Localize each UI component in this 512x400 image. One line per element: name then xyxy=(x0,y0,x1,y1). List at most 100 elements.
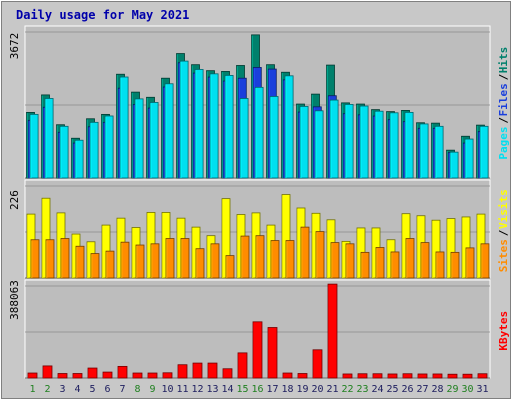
bar-kbytes-day-24-body xyxy=(372,373,383,379)
bar-pages-day-6-body xyxy=(104,115,114,179)
bar-kbytes-day-10-body xyxy=(162,372,173,379)
bar-sites-day-28 xyxy=(435,251,445,279)
bar-pages-day-3-body xyxy=(59,125,69,179)
bar-pages-day-22 xyxy=(344,104,354,179)
bar-pages-day-4-body xyxy=(74,139,84,179)
bar-pages-day-21-body xyxy=(329,99,339,179)
x-tick-label-day-10: 10 xyxy=(161,384,173,395)
x-tick-label-day-31: 31 xyxy=(476,384,488,395)
x-tick-label-day-17: 17 xyxy=(266,384,278,395)
bar-sites-day-3-body xyxy=(60,238,70,279)
bar-sites-day-27 xyxy=(420,242,430,279)
bar-sites-day-21 xyxy=(330,242,340,279)
bar-kbytes-day-1-body xyxy=(27,372,38,379)
bar-sites-day-26-body xyxy=(405,238,415,279)
bar-pages-day-23 xyxy=(359,105,369,179)
bar-pages-day-30-body xyxy=(464,138,474,179)
bar-pages-day-14 xyxy=(224,75,234,179)
bar-kbytes-day-1 xyxy=(27,372,38,379)
bar-sites-day-20-body xyxy=(315,231,325,279)
bar-pages-day-28-body xyxy=(434,125,444,179)
bar-kbytes-day-25-body xyxy=(387,373,398,379)
bar-sites-day-16 xyxy=(255,235,265,279)
bar-kbytes-day-13-body xyxy=(207,362,218,379)
bar-kbytes-day-16 xyxy=(252,321,263,379)
x-tick-label-day-26: 26 xyxy=(401,384,413,395)
bar-pages-day-21 xyxy=(329,99,339,179)
bar-kbytes-day-2-body xyxy=(42,365,53,379)
bar-pages-day-16 xyxy=(254,86,264,179)
x-tick-label-day-27: 27 xyxy=(416,384,428,395)
bar-pages-day-7-body xyxy=(119,76,129,179)
bar-sites-day-23-body xyxy=(360,251,370,279)
panel-1 xyxy=(24,179,491,279)
legend-item: Visits xyxy=(497,189,510,229)
bar-pages-day-28 xyxy=(434,125,444,179)
bar-sites-day-21-body xyxy=(330,242,340,279)
bar-pages-day-10 xyxy=(164,83,174,179)
bar-pages-day-31-body xyxy=(479,125,489,179)
bar-sites-day-17 xyxy=(270,240,280,279)
bar-pages-day-29-body xyxy=(449,151,459,179)
bar-kbytes-day-3-body xyxy=(57,373,68,379)
x-tick-label-day-18: 18 xyxy=(281,384,293,395)
bar-kbytes-day-17 xyxy=(267,327,278,379)
x-tick-label-day-1: 1 xyxy=(29,384,35,395)
bar-pages-day-27-body xyxy=(419,123,429,179)
bar-sites-day-22-body xyxy=(345,243,355,279)
bar-sites-day-28-body xyxy=(435,251,445,279)
panel-0-ymax-label: 3672 xyxy=(8,33,21,60)
bar-sites-day-14 xyxy=(225,255,235,279)
x-tick-label-day-19: 19 xyxy=(296,384,308,395)
bar-pages-day-12-body xyxy=(194,69,204,179)
bar-sites-day-9-body xyxy=(150,243,160,279)
bar-kbytes-day-12-body xyxy=(192,362,203,379)
bar-kbytes-day-10 xyxy=(162,372,173,379)
bar-kbytes-day-28 xyxy=(432,373,443,379)
legend-item: Files xyxy=(497,83,510,116)
bar-pages-day-25-body xyxy=(389,112,399,179)
bar-pages-day-11-body xyxy=(179,60,189,179)
x-tick-label-day-20: 20 xyxy=(311,384,323,395)
x-tick-label-day-4: 4 xyxy=(74,384,80,395)
bar-sites-day-5 xyxy=(90,253,100,279)
bar-kbytes-day-25 xyxy=(387,373,398,379)
bar-pages-day-17-body xyxy=(269,96,279,179)
bar-sites-day-12 xyxy=(195,248,205,279)
bar-pages-day-20 xyxy=(314,110,324,179)
bar-sites-day-10-body xyxy=(165,238,175,279)
bar-sites-day-15-body xyxy=(240,235,250,279)
bar-pages-day-20-body xyxy=(314,110,324,179)
bar-pages-day-26 xyxy=(404,111,414,179)
bar-kbytes-day-28-body xyxy=(432,373,443,379)
bar-sites-day-30-body xyxy=(465,247,475,279)
bar-sites-day-11 xyxy=(180,238,190,279)
bar-kbytes-day-3 xyxy=(57,373,68,379)
bar-sites-day-3 xyxy=(60,238,70,279)
bar-kbytes-day-9 xyxy=(147,372,158,379)
bar-sites-day-30 xyxy=(465,247,475,279)
x-tick-label-day-22: 22 xyxy=(341,384,353,395)
bar-sites-day-26 xyxy=(405,238,415,279)
bar-sites-day-13 xyxy=(210,243,220,279)
bar-pages-day-19-body xyxy=(299,106,309,179)
legend-item: Hits xyxy=(497,47,510,73)
bar-pages-day-9 xyxy=(149,102,159,179)
bar-sites-day-10 xyxy=(165,238,175,279)
x-axis-day-labels: 1 2 3 4 5 6 7 8 9 10 11 12 13 14 15 16 17 18 19 20 21 22 23 24 2… xyxy=(29,384,488,395)
bar-pages-day-17 xyxy=(269,96,279,179)
legend-separator: / xyxy=(497,73,510,80)
bar-sites-day-16-body xyxy=(255,235,265,279)
bar-kbytes-day-12 xyxy=(192,362,203,379)
bar-sites-day-4-body xyxy=(75,245,85,279)
panel-0-legend: Pages/Files/Hits xyxy=(497,47,510,160)
bar-pages-day-6 xyxy=(104,115,114,179)
bar-pages-day-24 xyxy=(374,110,384,179)
bar-kbytes-day-6-body xyxy=(102,371,113,379)
bar-sites-day-31 xyxy=(480,243,490,279)
bar-sites-day-18-body xyxy=(285,240,295,279)
x-tick-label-day-7: 7 xyxy=(119,384,125,395)
bar-kbytes-day-27 xyxy=(417,373,428,379)
chart-title: Daily usage for May 2021 xyxy=(16,8,189,22)
